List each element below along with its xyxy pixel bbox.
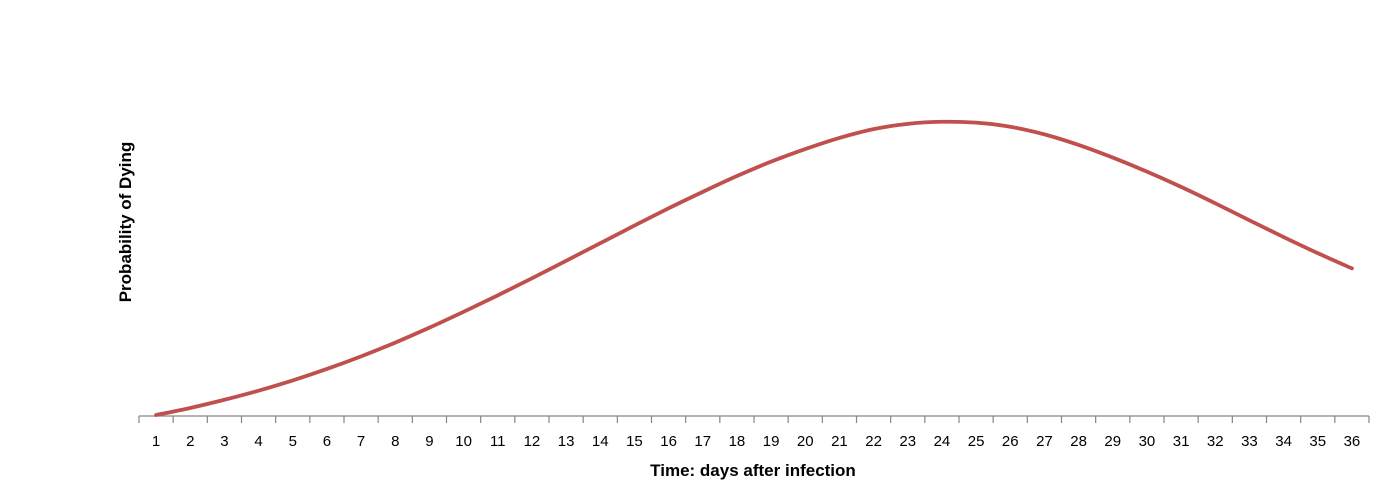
x-tick-label: 23: [899, 433, 916, 450]
x-tick-label: 30: [1139, 433, 1156, 450]
x-tick-label: 6: [323, 433, 331, 450]
x-tick-label: 7: [357, 433, 365, 450]
x-tick-label: 35: [1309, 433, 1326, 450]
y-axis-title: Probability of Dying: [116, 142, 135, 303]
x-tick-label: 11: [490, 433, 506, 450]
x-tick-label: 17: [694, 433, 711, 450]
x-tick-label: 31: [1173, 433, 1190, 450]
x-tick-label: 29: [1104, 433, 1121, 450]
x-tick-label: 21: [831, 433, 848, 450]
x-tick-label: 4: [254, 433, 262, 450]
x-tick-label: 36: [1344, 433, 1361, 450]
plot-area: 1 2 3 4 5 6 7 8 9 10 11 12 13 14 15 16 17 18 19 20 21 22 23 24 2…: [138, 119, 1370, 450]
series-line: [154, 119, 1354, 417]
x-tick-label: 9: [425, 433, 433, 450]
x-tick-label: 28: [1070, 433, 1087, 450]
x-tick-label: 2: [186, 433, 194, 450]
x-tick-label: 27: [1036, 433, 1053, 450]
x-tick-label: 3: [220, 433, 228, 450]
x-tick-label: 18: [729, 433, 746, 450]
x-tick-label: 22: [865, 433, 882, 450]
x-tick-label: 25: [968, 433, 985, 450]
x-tick-label: 13: [558, 433, 575, 450]
x-tick-label: 1: [152, 433, 160, 450]
x-axis-title: Time: days after infection: [650, 461, 856, 480]
x-tick-label: 20: [797, 433, 814, 450]
x-tick-label: 5: [289, 433, 297, 450]
x-tick-label: 14: [592, 433, 609, 450]
x-tick-label: 26: [1002, 433, 1019, 450]
x-tick-label: 34: [1275, 433, 1292, 450]
x-tick-label: 33: [1241, 433, 1258, 450]
x-tick-label: 19: [763, 433, 780, 450]
x-tick-label: 15: [626, 433, 643, 450]
series-layer: [154, 119, 1354, 417]
x-tick-label: 16: [660, 433, 677, 450]
x-axis-tick-labels: 1 2 3 4 5 6 7 8 9 10 11 12 13 14 15 16 17 18 19 20 21 22 23 24 2…: [152, 433, 1360, 450]
x-tick-label: 24: [934, 433, 951, 450]
x-tick-label: 12: [524, 433, 541, 450]
x-tick-label: 8: [391, 433, 399, 450]
x-tick-label: 10: [455, 433, 472, 450]
x-axis-ticks: [138, 416, 1370, 423]
x-tick-label: 32: [1207, 433, 1224, 450]
